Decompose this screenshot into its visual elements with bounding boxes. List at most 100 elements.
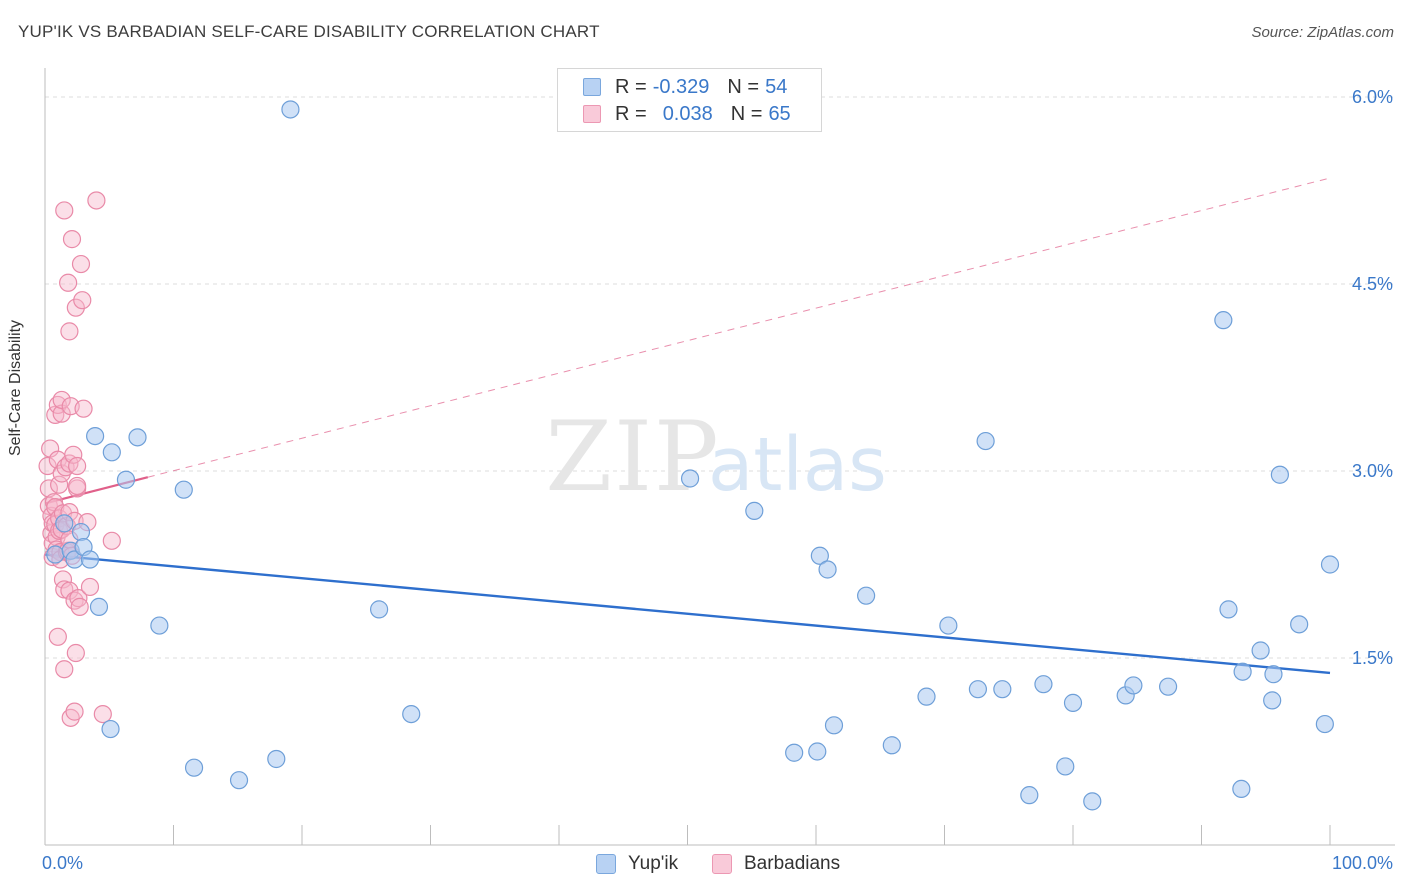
- yupik-point: [882, 736, 901, 755]
- yupik-point: [1233, 662, 1252, 681]
- yupik-point: [680, 469, 700, 488]
- barbadians-point: [55, 201, 74, 220]
- y-tick-label: 1.5%: [1352, 648, 1393, 668]
- legend-n-value: 65: [768, 102, 791, 125]
- barbadians-point: [48, 627, 67, 646]
- yupik-point: [102, 443, 121, 462]
- yupik-point: [267, 749, 286, 769]
- watermark-zip: ZIP: [545, 401, 720, 513]
- barbadians-point: [60, 322, 79, 341]
- legend-row-barbadians: R = 0.038 N = 65: [583, 102, 791, 126]
- yupik-point: [1124, 676, 1143, 695]
- barbadians-point: [87, 191, 106, 210]
- yupik-point: [1290, 615, 1309, 634]
- yupik-point: [1315, 714, 1334, 734]
- yupik-point: [55, 514, 74, 533]
- watermark: ZIP atlas: [545, 401, 886, 513]
- yupik-point: [229, 771, 249, 790]
- barbadians-point: [50, 475, 69, 494]
- yupik-point: [1251, 641, 1270, 660]
- legend-n-label: N =: [730, 102, 763, 125]
- yupik-point: [86, 426, 105, 446]
- yupik-point: [976, 431, 995, 451]
- yupik-point: [1270, 465, 1289, 484]
- yupik-point: [917, 687, 936, 706]
- yupik-point: [1214, 311, 1233, 330]
- chart-title: YUP'IK VS BARBADIAN SELF-CARE DISABILITY…: [18, 22, 600, 41]
- y-tick-label: 4.5%: [1352, 274, 1393, 294]
- yupik-point: [1232, 779, 1251, 799]
- legend: R = -0.329 N = 54 R = 0.038 N = 65: [557, 68, 822, 132]
- barbadians-point: [62, 230, 82, 249]
- yupik-point: [184, 758, 204, 777]
- barbadians-point: [70, 597, 89, 616]
- yupik-point: [1034, 675, 1053, 694]
- yupik-point: [810, 546, 829, 565]
- yupik-point: [174, 480, 193, 499]
- yupik-point: [402, 704, 421, 724]
- legend-r-label: R =: [615, 102, 647, 125]
- yupik-point: [71, 522, 91, 542]
- barbadians-point: [71, 254, 91, 274]
- yupik-point: [808, 742, 827, 761]
- barbadians-point: [73, 291, 92, 310]
- yupik-point: [46, 545, 65, 564]
- tick-labels: 1.5% 3.0% 4.5% 6.0% 0.0% 100.0%: [42, 87, 1393, 873]
- barbadians-point: [66, 298, 85, 317]
- barbadians-point: [59, 273, 78, 292]
- legend-swatch-barbadians: [583, 105, 601, 123]
- barbadians-point: [52, 390, 71, 410]
- bottom-legend-swatch-barbadians: [712, 854, 732, 874]
- yupik-point: [993, 680, 1012, 699]
- y-tick-label: 3.0%: [1352, 461, 1393, 481]
- barbadians-point: [38, 456, 57, 476]
- yupik-point: [370, 600, 389, 619]
- yupik-point: [1083, 792, 1102, 811]
- yupik-point: [857, 586, 876, 605]
- barbadians-point: [55, 660, 74, 679]
- legend-r-label: R =: [615, 75, 647, 98]
- axes: [44, 68, 1395, 846]
- yupik-point: [818, 560, 837, 579]
- yupik-point: [745, 501, 764, 520]
- yupik-point: [80, 550, 100, 569]
- legend-row-yupik: R = -0.329 N = 54: [583, 75, 787, 99]
- barbadians-point: [80, 577, 100, 597]
- yupik-point: [1263, 691, 1282, 710]
- barbadians-point: [68, 456, 87, 476]
- legend-n-value: 54: [765, 75, 788, 98]
- yupik-point: [939, 616, 958, 635]
- yupik-point: [1320, 555, 1340, 574]
- yupik-point: [89, 597, 109, 616]
- yupik-point: [1020, 786, 1039, 805]
- chart-source: Source: ZipAtlas.com: [1251, 24, 1394, 41]
- yupik-point: [1219, 600, 1238, 619]
- yupik-trend-line: [44, 553, 1331, 675]
- barbadians-point: [74, 399, 93, 418]
- legend-swatch-yupik: [583, 78, 601, 96]
- barbadians-point: [65, 702, 84, 721]
- watermark-atlas: atlas: [708, 422, 887, 508]
- bottom-legend-yupik: Yup'ik: [596, 852, 678, 876]
- barbadians-point: [66, 643, 85, 663]
- yupik-points: [46, 100, 1340, 811]
- yupik-point: [1063, 693, 1083, 712]
- legend-r-value: -0.329: [652, 75, 710, 98]
- x-tick-label: 0.0%: [42, 853, 83, 873]
- bottom-legend-barbadians: Barbadians: [712, 852, 840, 876]
- yupik-point: [128, 428, 147, 447]
- yupik-point: [150, 616, 169, 635]
- barbadians-point: [68, 476, 87, 496]
- yupik-trend: [44, 553, 1331, 675]
- bottom-legend-label-yupik: Yup'ik: [628, 853, 679, 874]
- barbadians-point: [64, 445, 83, 464]
- legend-r-value: 0.038: [662, 102, 713, 125]
- yupik-point: [968, 680, 988, 699]
- yupik-point: [116, 470, 136, 489]
- yupik-point: [824, 716, 844, 735]
- yupik-point: [101, 719, 120, 739]
- y-axis-label: Self-Care Disability: [7, 319, 24, 456]
- bottom-legend-swatch-yupik: [596, 854, 616, 874]
- barbadians-point: [93, 704, 112, 724]
